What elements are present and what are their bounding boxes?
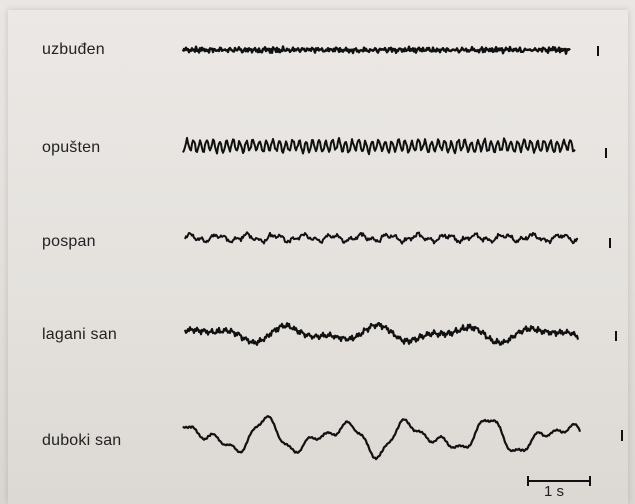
label-light-sleep: lagani san [42,326,117,343]
trace-relaxed [182,136,576,156]
paper-sheet [8,10,628,504]
scale-bar-label: 1 s [544,483,565,500]
trace-drowsy [184,231,579,245]
trace-awake [181,45,571,55]
label-awake: uzbuđen [42,41,105,58]
trace-deep-sleep [182,415,582,461]
label-relaxed: opušten [42,139,101,156]
trace-light-sleep [183,322,580,346]
label-drowsy: pospan [42,233,96,250]
label-deep-sleep: duboki san [42,432,122,449]
